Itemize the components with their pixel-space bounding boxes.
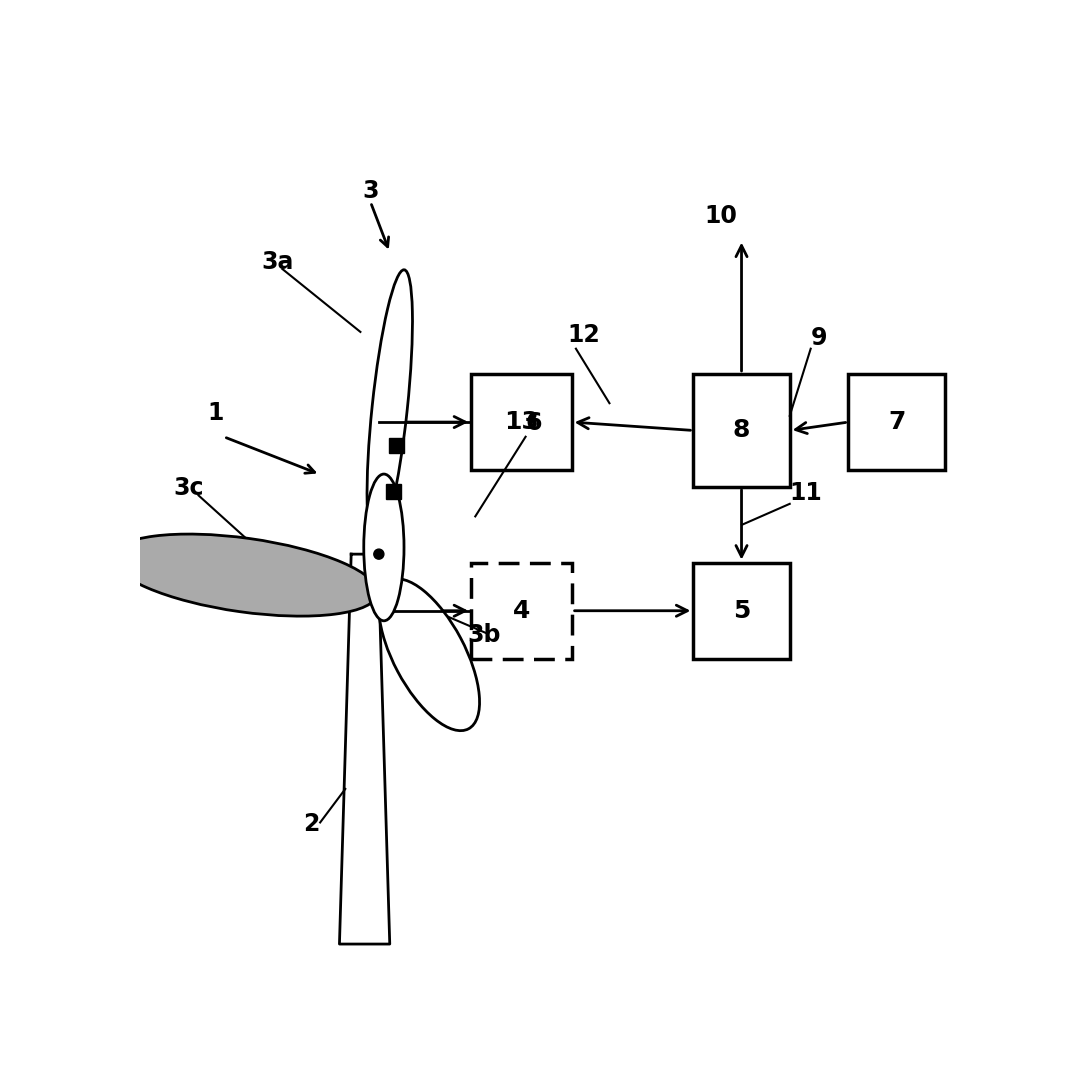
Text: 3: 3	[362, 179, 379, 203]
Bar	[385, 484, 400, 499]
Ellipse shape	[367, 270, 412, 544]
Bar	[471, 563, 572, 659]
Ellipse shape	[111, 534, 377, 616]
Bar	[849, 374, 945, 470]
Text: 11: 11	[790, 480, 823, 504]
Ellipse shape	[363, 474, 404, 621]
Text: 6: 6	[526, 411, 542, 435]
Text: 1: 1	[207, 401, 224, 425]
Text: 8: 8	[733, 418, 751, 442]
Text: 7: 7	[888, 411, 906, 435]
Ellipse shape	[379, 579, 480, 731]
Text: 13: 13	[504, 411, 539, 435]
Bar	[471, 374, 572, 470]
Text: 2: 2	[303, 812, 320, 836]
Bar	[693, 374, 790, 487]
Text: 9: 9	[811, 326, 827, 350]
Text: 5: 5	[733, 599, 751, 623]
Polygon shape	[339, 554, 389, 944]
Text: 3c: 3c	[173, 477, 204, 501]
Text: 12: 12	[567, 323, 600, 347]
Text: 4: 4	[513, 599, 530, 623]
Text: 3b: 3b	[467, 623, 501, 647]
Text: 10: 10	[704, 204, 738, 228]
Bar	[693, 563, 790, 659]
Bar	[388, 438, 404, 453]
Circle shape	[374, 549, 384, 559]
Text: 3a: 3a	[262, 250, 293, 274]
